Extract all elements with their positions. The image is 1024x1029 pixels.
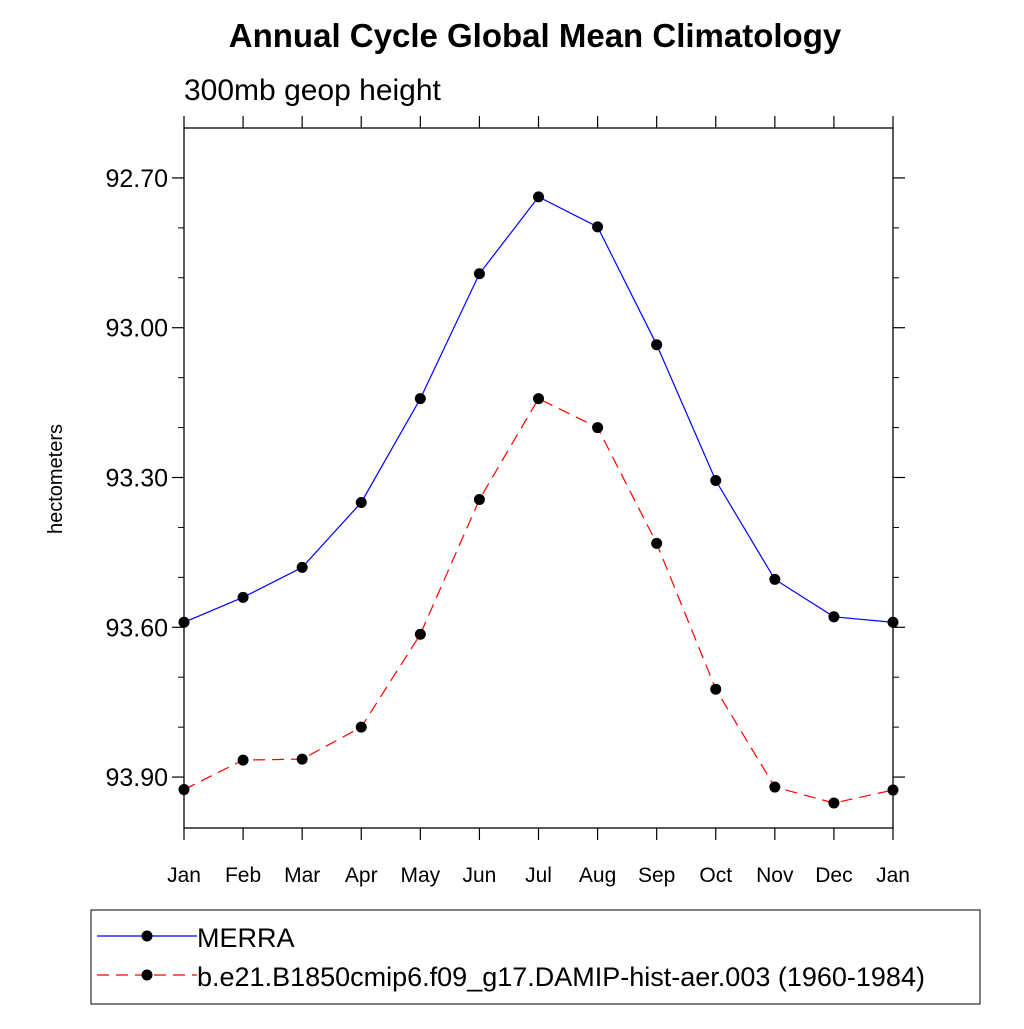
data-point xyxy=(887,616,899,628)
y-axis-ticks: 93.90 93.60 93.30 93.00 92.70 xyxy=(105,165,905,792)
data-point xyxy=(178,784,190,796)
x-axis-ticks: Jan Feb Mar Apr May Jun Jul Aug Sep Oct Nov Dec Jan xyxy=(167,116,910,887)
data-point xyxy=(178,616,190,628)
chart-subtitle: 300mb geop height xyxy=(184,74,442,107)
data-point xyxy=(769,781,781,793)
y-tick-label: 93.90 xyxy=(105,764,168,792)
x-tick-label: Jul xyxy=(525,864,552,887)
legend-box xyxy=(90,909,981,1005)
data-point xyxy=(237,754,249,766)
data-point xyxy=(710,474,722,486)
x-tick-label: Feb xyxy=(225,864,261,887)
data-point xyxy=(828,611,840,623)
x-tick-label: Nov xyxy=(756,864,794,887)
series-line-1 xyxy=(183,397,894,804)
data-point xyxy=(237,591,249,603)
legend-label-model: b.e21.B1850cmip6.f09_g17.DAMIP-hist-aer.… xyxy=(197,962,925,992)
y-tick-label: 93.00 xyxy=(105,315,168,343)
data-point xyxy=(828,797,840,809)
legend-marker-merra xyxy=(141,930,153,942)
x-tick-label: Sep xyxy=(638,864,675,887)
data-point xyxy=(355,496,367,508)
x-tick-label: Aug xyxy=(579,864,616,887)
data-point xyxy=(710,683,722,695)
data-point xyxy=(473,268,485,280)
data-point xyxy=(887,784,899,796)
y-tick-label: 93.60 xyxy=(105,614,168,642)
data-point xyxy=(592,422,604,434)
x-tick-label: Apr xyxy=(345,864,378,887)
data-point xyxy=(473,493,485,505)
x-tick-label: Jan xyxy=(876,864,910,887)
y-axis-label: hectometers xyxy=(45,424,67,534)
plot-frame xyxy=(183,127,894,829)
x-tick-label: Jan xyxy=(167,864,201,887)
data-point xyxy=(769,573,781,585)
data-point xyxy=(414,393,426,405)
legend: MERRA b.e21.B1850cmip6.f09_g17.DAMIP-his… xyxy=(90,909,981,1005)
series-layer xyxy=(178,191,899,809)
data-point xyxy=(651,537,663,549)
y-tick-label: 92.70 xyxy=(105,165,168,193)
legend-marker-model xyxy=(141,969,153,981)
chart-title: Annual Cycle Global Mean Climatology xyxy=(229,17,842,54)
x-tick-label: May xyxy=(400,864,440,887)
data-point xyxy=(296,561,308,573)
x-tick-label: Dec xyxy=(815,864,852,887)
data-point xyxy=(355,721,367,733)
x-tick-label: Mar xyxy=(284,864,320,887)
x-tick-label: Jun xyxy=(462,864,496,887)
data-point xyxy=(533,191,544,203)
x-tick-label: Oct xyxy=(699,864,732,887)
data-point xyxy=(592,221,604,233)
legend-label-merra: MERRA xyxy=(197,923,295,953)
series-line-0 xyxy=(183,196,894,623)
data-point xyxy=(414,628,426,640)
data-point xyxy=(651,339,663,351)
data-point xyxy=(533,393,544,405)
y-tick-label: 93.30 xyxy=(105,465,168,493)
data-point xyxy=(296,753,308,765)
